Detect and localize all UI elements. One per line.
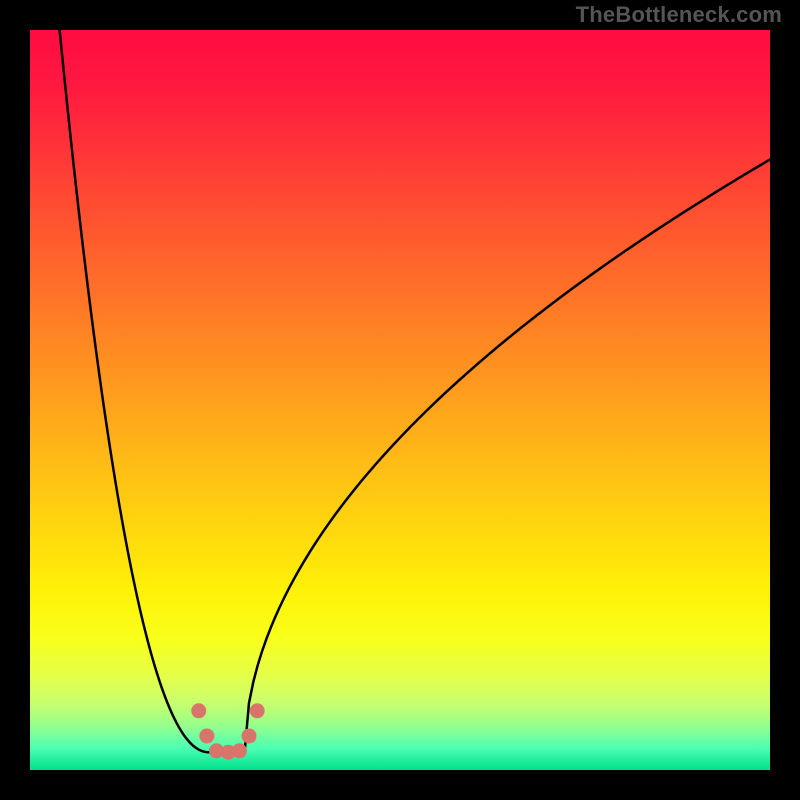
watermark-text: TheBottleneck.com — [576, 2, 782, 28]
chart-frame: TheBottleneck.com — [0, 0, 800, 800]
chart-svg — [30, 30, 770, 770]
valley-marker — [191, 703, 206, 718]
gradient-background — [30, 30, 770, 770]
plot-area — [30, 30, 770, 770]
valley-marker — [242, 728, 257, 743]
valley-marker — [199, 728, 214, 743]
valley-marker — [250, 703, 265, 718]
valley-marker — [232, 743, 247, 758]
